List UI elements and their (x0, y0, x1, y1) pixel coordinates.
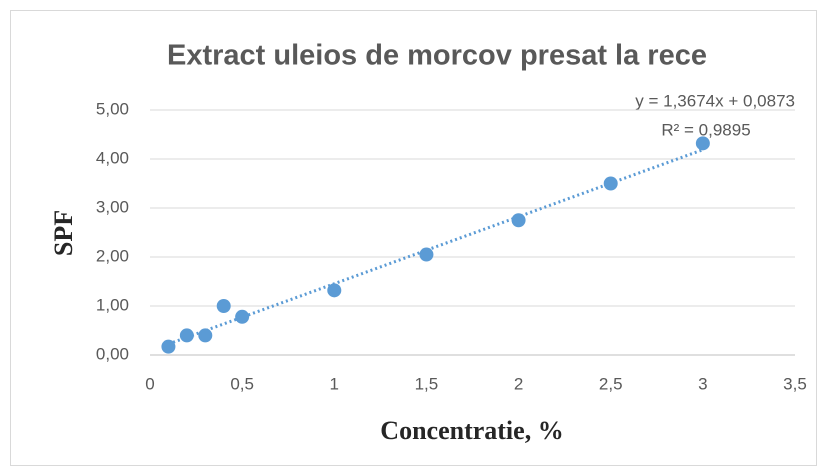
y-tick-label: 5,00 (96, 99, 129, 118)
data-point (511, 213, 526, 228)
y-tick-label: 1,00 (96, 295, 129, 314)
trendline-r2: R² = 0,9895 (661, 120, 750, 139)
y-tick-label: 4,00 (96, 148, 129, 167)
x-tick-label: 1 (330, 374, 339, 393)
x-tick-label: 2 (514, 374, 523, 393)
data-point (216, 299, 231, 313)
y-tick-label: 2,00 (96, 246, 129, 265)
x-tick-label: 1,5 (415, 374, 439, 393)
x-tick-label: 3 (698, 374, 707, 393)
x-tick-label: 0,5 (230, 374, 254, 393)
trendline-equation: y = 1,3674x + 0,0873 (635, 91, 795, 110)
x-tick-label: 3,5 (783, 374, 807, 393)
chart-frame (10, 10, 817, 466)
x-tick-label: 0 (145, 374, 154, 393)
chart-title: Extract uleios de morcov presat la rece (167, 40, 707, 72)
data-point (161, 339, 176, 354)
y-axis-title: SPF (49, 210, 78, 256)
x-tick-label: 2,5 (599, 374, 623, 393)
y-tick-label: 3,00 (96, 197, 129, 216)
x-axis-title: Concentratie, % (380, 416, 563, 445)
y-tick-label: 0,00 (96, 344, 129, 363)
data-point (327, 283, 342, 298)
data-point (235, 309, 250, 324)
data-point (179, 328, 194, 343)
data-point (603, 176, 618, 191)
data-point (419, 247, 434, 262)
data-point (695, 136, 710, 151)
data-point (198, 328, 213, 343)
